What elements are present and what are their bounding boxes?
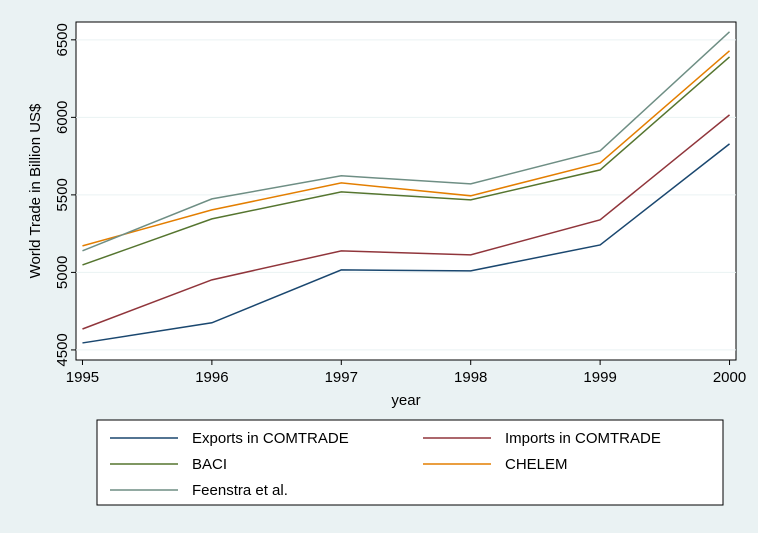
y-tick-label: 5000: [54, 256, 71, 289]
y-tick-label: 6500: [54, 23, 71, 56]
legend-label: Imports in COMTRADE: [505, 430, 661, 447]
y-tick-label: 4500: [54, 333, 71, 366]
x-tick-label: 1997: [325, 369, 358, 386]
x-tick-label: 2000: [713, 369, 746, 386]
series-line: [82, 114, 731, 330]
plot-area: [75, 21, 737, 361]
x-tick-label: 1996: [195, 369, 228, 386]
x-axis-label: year: [391, 392, 420, 409]
y-axis-label: World Trade in Billion US$: [27, 103, 44, 278]
legend-label: Feenstra et al.: [192, 482, 288, 499]
y-tick-label: 5500: [54, 178, 71, 211]
y-tick-label: 6000: [54, 101, 71, 134]
legend-label: CHELEM: [505, 456, 568, 473]
series-line: [82, 143, 730, 344]
series-line: [82, 50, 731, 247]
x-tick-label: 1998: [454, 369, 487, 386]
legend-label: BACI: [192, 456, 227, 473]
legend-label: Exports in COMTRADE: [192, 430, 349, 447]
x-tick-label: 1999: [583, 369, 616, 386]
series-line: [82, 56, 731, 266]
x-tick-label: 1995: [66, 369, 99, 386]
legend: [96, 419, 724, 506]
series-line: [82, 31, 731, 252]
